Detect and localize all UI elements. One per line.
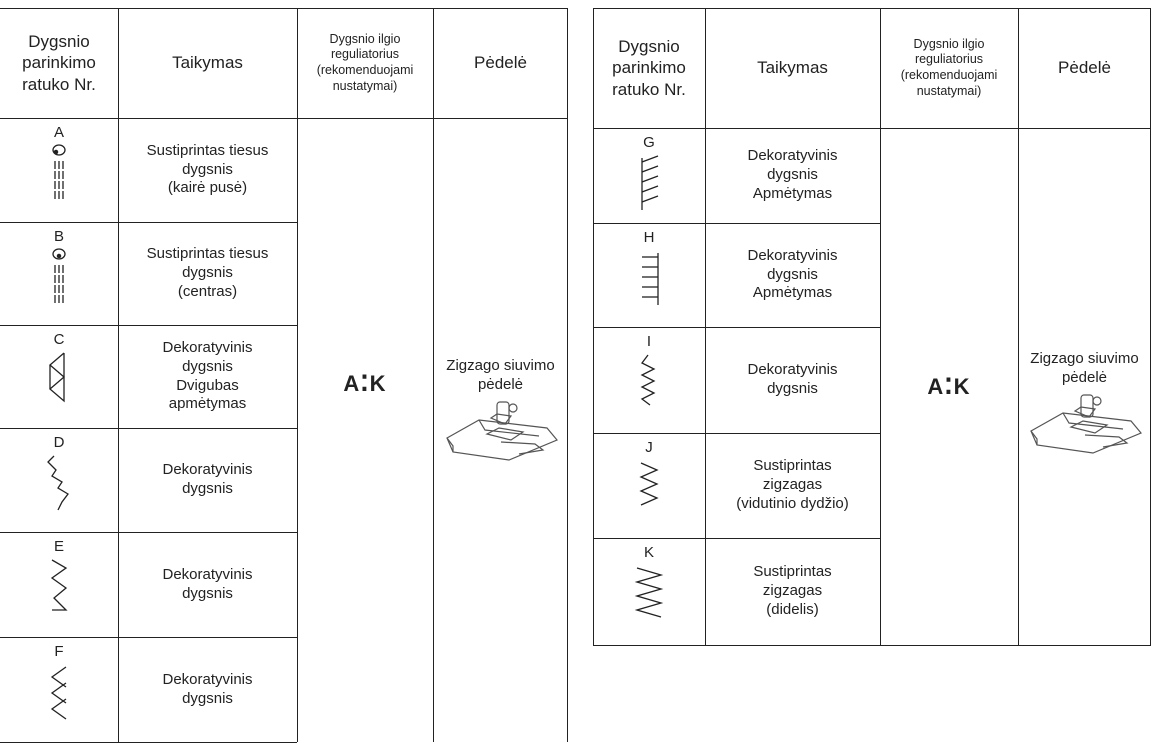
application-cell: Dekoratyvinis dygsnis — [162, 670, 253, 707]
rule — [0, 118, 568, 119]
stitch-icon — [49, 352, 65, 403]
stitch-icon — [634, 567, 664, 618]
rule — [0, 325, 297, 326]
application-cell: Dekoratyvinis dygsnis — [162, 565, 253, 602]
rule — [297, 8, 298, 742]
rule — [593, 8, 594, 645]
application-cell: Dekoratyvinis dygsnis Apmėtymas — [747, 147, 838, 202]
header-cell: Taikymas — [172, 53, 243, 73]
application-cell: Sustiprintas tiesus dygsnis (kairė pusė) — [146, 141, 269, 197]
stitch-icon — [52, 144, 66, 199]
stitch-letter: F — [54, 643, 64, 660]
application-cell: Sustiprintas zigzagas (didelis) — [753, 563, 832, 618]
stitch-length-setting: A⁚K — [927, 373, 971, 399]
stitch-letter: E — [53, 538, 64, 555]
stitch-icon — [50, 666, 67, 720]
rule — [0, 637, 297, 638]
header-cell: Pėdelė — [474, 53, 527, 73]
stitch-letter: I — [646, 333, 652, 350]
rule — [0, 222, 297, 223]
stitch-icon — [52, 248, 66, 303]
application-cell: Sustiprintas zigzagas (vidutinio dydžio) — [736, 457, 849, 512]
rule — [705, 8, 706, 645]
stitch-letter: J — [645, 439, 653, 456]
stitch-letter: B — [53, 228, 64, 245]
rule — [0, 532, 297, 533]
stitch-letter: K — [643, 544, 654, 561]
rule — [433, 8, 434, 742]
stitch-icon — [639, 462, 659, 506]
rule — [567, 8, 568, 742]
rule — [118, 8, 119, 742]
stitch-icon — [640, 354, 656, 406]
rule — [593, 8, 1151, 9]
stitch-icon — [47, 455, 69, 511]
foot-name: Zigzago siuvimo pėdelė — [446, 357, 555, 393]
header-cell: Dygsnio parinkimo ratuko Nr. — [22, 32, 96, 94]
rule — [593, 327, 880, 328]
rule — [0, 428, 297, 429]
header-cell: Taikymas — [757, 58, 828, 78]
stitch-letter: D — [53, 434, 65, 451]
header-cell: Dygsnio parinkimo ratuko Nr. — [612, 37, 686, 99]
application-cell: Sustiprintas tiesus dygsnis (centras) — [146, 245, 269, 300]
stitch-letter: C — [53, 331, 65, 348]
stitch-letter: H — [643, 229, 655, 246]
presser-foot-icon — [1029, 393, 1142, 454]
header-cell: Pėdelė — [1058, 58, 1111, 78]
rule — [593, 538, 880, 539]
application-cell: Dekoratyvinis dygsnis Dvigubas apmėtymas — [162, 339, 253, 413]
rule — [880, 8, 881, 645]
stitch-icon — [50, 559, 68, 611]
rule — [593, 128, 1151, 129]
presser-foot-icon — [445, 401, 558, 461]
application-cell: Dekoratyvinis dygsnis Apmėtymas — [747, 246, 838, 302]
rule — [593, 645, 1151, 646]
stitch-letter: G — [643, 134, 655, 151]
rule — [593, 223, 880, 224]
application-cell: Dekoratyvinis dygsnis — [162, 461, 253, 497]
header-cell: Dygsnio ilgio reguliatorius (rekomenduoj… — [900, 36, 998, 98]
stitch-icon — [642, 253, 659, 305]
header-cell: Dygsnio ilgio reguliatorius (rekomenduoj… — [316, 31, 414, 93]
rule — [593, 433, 880, 434]
rule — [0, 8, 568, 9]
rule — [1018, 8, 1019, 645]
stitch-letter: A — [53, 124, 64, 141]
foot-name: Zigzago siuvimo pėdelė — [1030, 349, 1139, 386]
application-cell: Dekoratyvinis dygsnis — [747, 361, 838, 397]
stitch-icon — [641, 155, 659, 210]
stitch-length-setting: A⁚K — [343, 371, 387, 397]
